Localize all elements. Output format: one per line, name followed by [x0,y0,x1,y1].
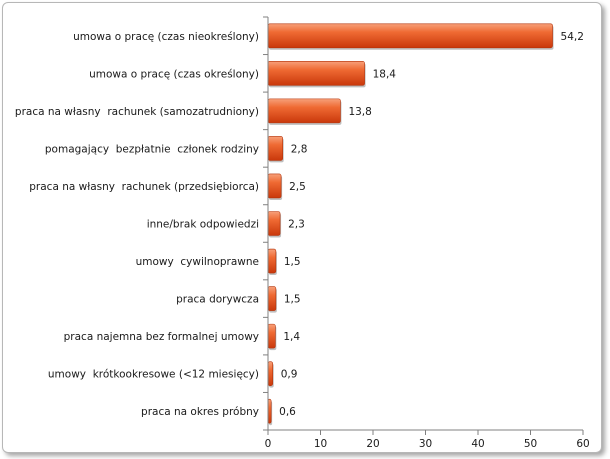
data-label: 2,8 [291,143,308,155]
category-label: praca na własny rachunek (samozatrudnion… [15,106,259,118]
data-label: 2,5 [289,181,306,193]
x-tick-label: 20 [366,438,379,450]
bar [267,173,282,199]
x-tick-label: 0 [265,438,272,450]
category-label: praca na okres próbny [141,406,259,418]
category-label: umowa o pracę (czas nieokreślony) [73,31,259,43]
data-label: 1,4 [283,331,300,343]
bar [267,61,365,86]
x-tick-label: 50 [524,438,537,450]
category-label: umowy cywilnoprawne [136,256,259,268]
data-label: 0,9 [281,369,298,381]
x-tick-label: 10 [314,438,327,450]
category-label: umowa o pracę (czas określony) [89,68,259,80]
data-label: 1,5 [284,256,301,268]
bar [267,286,277,311]
bar [267,136,283,161]
category-label: praca na własny rachunek (przedsiębiorca… [29,181,259,193]
category-label: inne/brak odpowiedzi [147,219,259,231]
bar-chart: umowa o pracę (czas nieokreślony) 54,2 umo… [15,16,590,450]
category-label: umowy krótkookresowe (<12 miesięcy) [48,369,259,381]
data-label: 2,3 [288,219,305,231]
x-tick-label: 60 [576,438,589,450]
bar [267,211,281,236]
chart-frame: umowa o pracę (czas nieokreślony) 54,2 umo… [2,2,602,453]
data-label: 13,8 [348,106,371,118]
x-tick-label: 40 [471,438,484,450]
bar [267,248,277,274]
bar [267,323,276,349]
bar [267,98,341,124]
category-label: praca dorywcza [176,294,259,306]
category-label: pomagający bezpłatnie członek rodziny [45,143,259,155]
data-label: 1,5 [284,294,301,306]
bar [267,23,553,49]
category-label: praca najemna bez formalnej umowy [64,331,259,343]
data-label: 0,6 [279,406,296,418]
x-tick-label: 30 [419,438,432,450]
data-label: 54,2 [561,31,584,43]
bar [267,361,274,386]
data-label: 18,4 [373,68,397,80]
